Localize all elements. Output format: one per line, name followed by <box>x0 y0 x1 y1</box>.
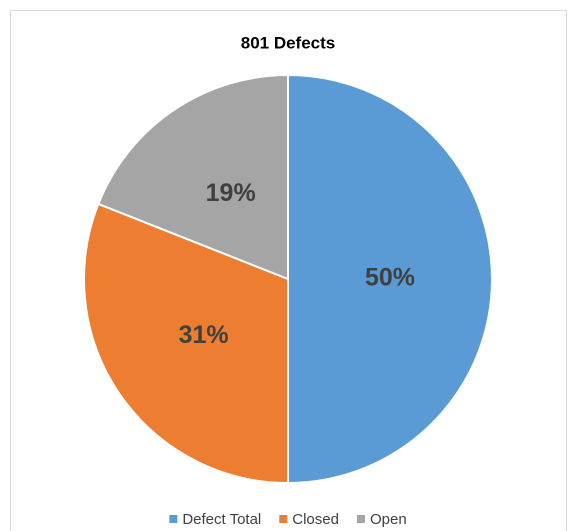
pie-slice <box>97 73 289 281</box>
legend-swatch <box>279 515 288 523</box>
pie-slice <box>287 73 493 485</box>
legend-swatch <box>356 515 365 523</box>
legend-label: Open <box>370 511 407 528</box>
data-label: 50% <box>365 264 415 292</box>
data-label: 31% <box>179 321 229 349</box>
legend-label: Defect Total <box>182 511 261 528</box>
legend-label: Closed <box>292 511 339 528</box>
legend-swatch <box>169 515 178 523</box>
pie-slice <box>83 202 289 485</box>
data-label: 19% <box>206 179 256 207</box>
chart-title: 801 Defects <box>241 33 336 52</box>
